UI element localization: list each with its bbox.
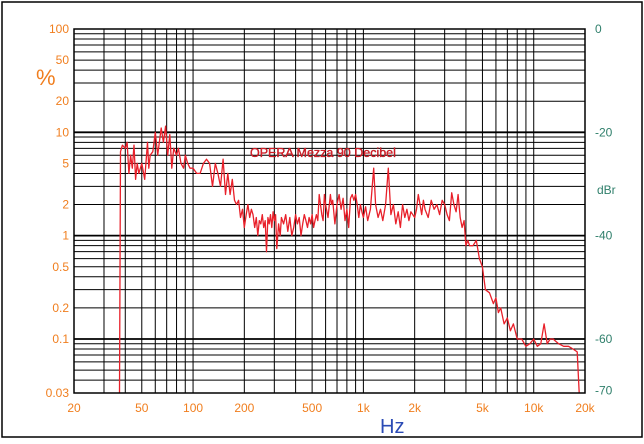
x-tick-label: 100 <box>183 401 203 415</box>
y-tick-label-right: -60 <box>595 332 613 346</box>
y-tick-label-left: 50 <box>56 53 70 67</box>
series-layer <box>118 125 580 394</box>
x-tick-label: 5k <box>476 401 490 415</box>
y-tick-label-left: 0.03 <box>46 386 70 400</box>
tick-labels: 1005020105210.50.20.10.030-20-40-60-7020… <box>46 22 613 415</box>
x-tick-label: 20k <box>575 401 595 415</box>
y-tick-label-left: 5 <box>62 156 69 170</box>
y-tick-label-left: 20 <box>56 94 70 108</box>
y-tick-label-right: -20 <box>595 125 613 139</box>
x-tick-label: 500 <box>302 401 322 415</box>
x-tick-label: 1k <box>357 401 371 415</box>
y-tick-label-right: 0 <box>595 22 602 36</box>
y-tick-label-left: 0.1 <box>52 332 69 346</box>
y-tick-label-right: -40 <box>595 229 613 243</box>
x-tick-label: 10k <box>524 401 544 415</box>
y-tick-label-left: 0.2 <box>52 301 69 315</box>
series-line <box>118 125 580 394</box>
x-tick-label: 200 <box>234 401 254 415</box>
grid <box>74 29 585 393</box>
y-tick-label-left: 100 <box>49 22 69 36</box>
plot-frame <box>73 28 586 394</box>
y-tick-label-left: 10 <box>56 125 70 139</box>
chart-title: OPERA Mezza 90 Decibel <box>250 146 396 160</box>
x-axis-label: Hz <box>380 416 404 438</box>
left-axis-label: % <box>36 65 56 90</box>
y-tick-label-left: 2 <box>62 198 69 212</box>
y-tick-label-right: -70 <box>595 384 613 398</box>
y-tick-label-left: 0.5 <box>52 260 69 274</box>
x-tick-label: 20 <box>67 401 81 415</box>
x-tick-label: 2k <box>408 401 422 415</box>
right-axis-label: dBr <box>597 183 616 197</box>
y-tick-label-left: 1 <box>62 229 69 243</box>
x-tick-label: 50 <box>135 401 149 415</box>
